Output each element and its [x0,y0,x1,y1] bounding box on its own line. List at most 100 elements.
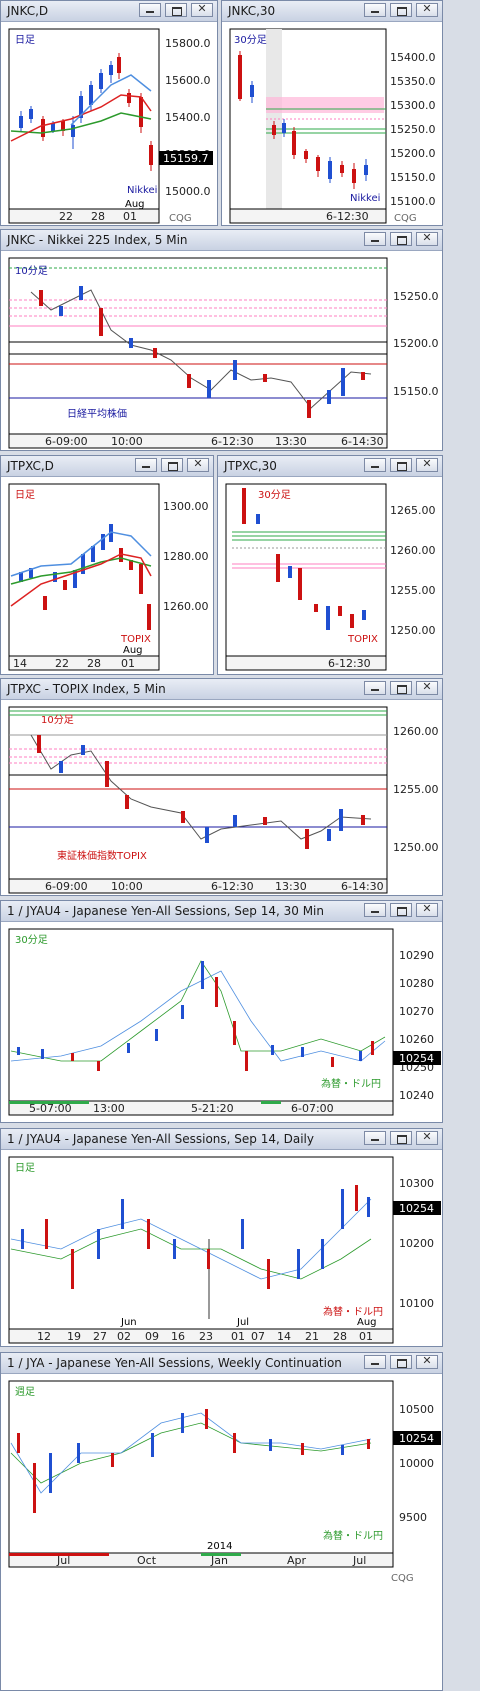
chart-area[interactable]: 10分足 東証株価指数TOPIX 1260.00 1255.00 1250.00… [1,699,443,896]
x-tick: 01 [121,657,135,670]
title-bar[interactable]: JNKC - Nikkei 225 Index, 5 Min [1,230,442,251]
y-tick: 15200.0 [393,337,439,350]
title-bar[interactable]: JTPXC,30 [218,456,442,477]
window-title: JNKC,30 [228,4,276,18]
x-tick: 01 [123,210,137,223]
window-title: 1 / JYA - Japanese Yen-All Sessions, Wee… [7,1356,342,1370]
close-button[interactable] [187,457,209,472]
cqg-logo: CQG [394,213,417,224]
minimize-button[interactable] [364,681,386,695]
chart-area[interactable]: 30分足 為替・ドル円 10290 10280 10270 10260 1025… [1,921,443,1123]
chart-window-jtpxc-30[interactable]: JTPXC,30 30分足 TOPIX 1265.00 1260.00 1255… [217,455,443,675]
period-label: 日足 [15,1162,35,1174]
close-button[interactable] [416,457,438,472]
y-tick: 9500 [399,1511,427,1524]
x-tick: 6-14:30 [341,435,384,448]
chart-window-yen-30min[interactable]: 1 / JYAU4 - Japanese Yen-All Sessions, S… [0,900,443,1123]
candles [238,51,368,189]
index-label: 東証株価指数TOPIX [57,849,147,862]
x-tick: 23 [199,1330,213,1343]
x-tick: 07 [251,1330,265,1343]
chart-window-jnkc-daily[interactable]: JNKC,D 日足 Nikkei 15800.0 15600.0 15400.0 [0,0,218,226]
x-tick: 6-12:30 [211,435,254,448]
x-tick: 01 [359,1330,373,1343]
close-button[interactable] [416,1130,438,1145]
maximize-button[interactable] [390,903,412,917]
candles [39,286,365,418]
close-button[interactable] [416,2,438,17]
title-bar[interactable]: JNKC,D [1,1,217,22]
minimize-button[interactable] [139,3,161,17]
x-tick: 28 [333,1330,347,1343]
window-title: JNKC - Nikkei 225 Index, 5 Min [7,233,188,247]
chart-window-nikkei-5min[interactable]: JNKC - Nikkei 225 Index, 5 Min 10分足 [0,229,443,451]
title-bar[interactable]: JNKC,30 [222,1,442,22]
title-bar[interactable]: JTPXC,D [1,456,213,477]
y-tick: 1260.00 [390,544,436,557]
title-bar[interactable]: 1 / JYAU4 - Japanese Yen-All Sessions, S… [1,1129,442,1150]
window-title: 1 / JYAU4 - Japanese Yen-All Sessions, S… [7,904,324,918]
maximize-button[interactable] [165,3,187,17]
chart-area[interactable]: 週足 為替・ドル円 10500 10000 9500 10254 2014 Ju… [1,1373,443,1691]
maximize-button[interactable] [390,1355,412,1369]
minimize-button[interactable] [364,1355,386,1369]
minimize-button[interactable] [364,232,386,246]
x-tick: 22 [59,210,73,223]
y-tick: 15400.0 [390,51,436,64]
title-bar[interactable]: JTPXC - TOPIX Index, 5 Min [1,679,442,700]
y-tick: 10270 [399,1005,434,1018]
close-button[interactable] [416,1354,438,1369]
chart-area[interactable]: 10分足 日経平均株価 15250.0 15200.0 15150.0 6-09… [1,250,443,451]
chart-window-jtpxc-daily[interactable]: JTPXC,D 日足 TOPIX 1300.00 1280.00 1260.00 [0,455,214,675]
title-bar[interactable]: 1 / JYAU4 - Japanese Yen-All Sessions, S… [1,901,442,922]
chart-window-yen-daily[interactable]: 1 / JYAU4 - Japanese Yen-All Sessions, S… [0,1128,443,1347]
x-tick: 6-09:00 [45,435,88,448]
candles [21,1185,370,1319]
close-button[interactable] [416,680,438,695]
chart-area[interactable]: 日足 Nikkei 15800.0 15600.0 15400.0 15200.… [1,21,218,226]
maximize-button[interactable] [390,232,412,246]
minimize-button[interactable] [135,458,157,472]
x-tick: 6-14:30 [341,880,384,893]
chart-area[interactable]: 日足 TOPIX 1300.00 1280.00 1260.00 14 22 2… [1,476,214,675]
y-tick: 10300 [399,1177,434,1190]
x-tick: 6-12:30 [326,210,369,223]
x-note: Aug [123,645,143,656]
y-tick: 1250.00 [393,841,439,854]
y-tick: 15600.0 [165,74,211,87]
x-tick: 10:00 [111,435,143,448]
minimize-button[interactable] [364,1131,386,1145]
x-tick: Apr [287,1554,307,1567]
x-tick: 14 [277,1330,291,1343]
chart-window-topix-5min[interactable]: JTPXC - TOPIX Index, 5 Min 10分足 [0,678,443,896]
candles [242,488,366,630]
period-label: 週足 [15,1386,35,1398]
y-tick: 1255.00 [390,584,436,597]
x-tick: 6-07:00 [291,1102,334,1115]
chart-window-yen-weekly[interactable]: 1 / JYA - Japanese Yen-All Sessions, Wee… [0,1352,443,1691]
chart-area[interactable]: 30分足 TOPIX 1265.00 1260.00 1255.00 1250.… [218,476,443,675]
price-tag: 15159.7 [163,152,209,165]
minimize-button[interactable] [364,903,386,917]
maximize-button[interactable] [390,458,412,472]
close-button[interactable] [191,2,213,17]
index-label: TOPIX [120,634,151,645]
close-button[interactable] [416,902,438,917]
x-tick: 22 [55,657,69,670]
maximize-button[interactable] [161,458,183,472]
x-tick: 13:30 [275,435,307,448]
chart-area[interactable]: 日足 為替・ドル円 10300 10200 10100 10254 Jun [1,1149,443,1347]
chart-area[interactable]: 30分足 Nikkei 15400.0 15350.0 15300.0 1525… [222,21,443,226]
title-bar[interactable]: 1 / JYA - Japanese Yen-All Sessions, Wee… [1,1353,442,1374]
minimize-button[interactable] [364,3,386,17]
y-tick: 1265.00 [390,504,436,517]
close-button[interactable] [416,231,438,246]
month-label: Aug [357,1317,377,1328]
maximize-button[interactable] [390,681,412,695]
minimize-button[interactable] [364,458,386,472]
chart-window-jnkc-30[interactable]: JNKC,30 30分足 Nikkei 15400.0 15350.0 1530… [221,0,443,226]
maximize-button[interactable] [390,1131,412,1145]
maximize-button[interactable] [390,3,412,17]
x-tick: 19 [67,1330,81,1343]
index-label: 為替・ドル円 [321,1077,381,1090]
